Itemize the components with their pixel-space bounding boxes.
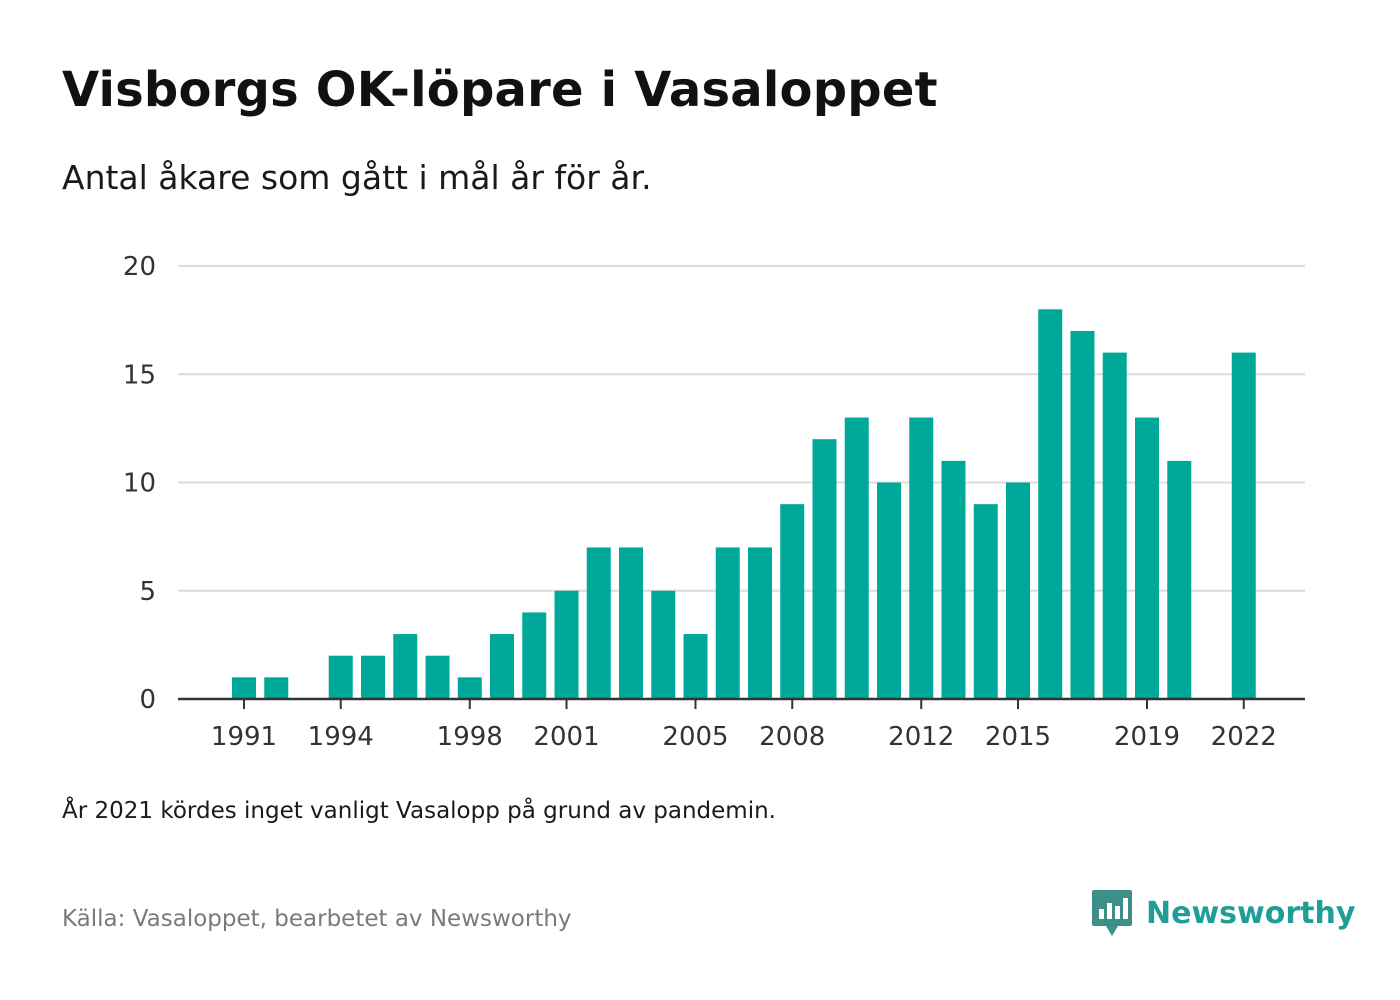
bar <box>877 482 901 699</box>
bar <box>457 677 482 699</box>
x-tick-label: 1998 <box>437 722 503 752</box>
x-tick-label: 2005 <box>662 722 728 752</box>
bar <box>748 547 772 699</box>
bar <box>844 417 869 699</box>
bar <box>780 504 805 699</box>
bar <box>909 417 934 699</box>
bar <box>232 677 256 699</box>
bar <box>1102 352 1127 699</box>
bar <box>361 655 385 699</box>
x-tick-label: 2015 <box>985 722 1051 752</box>
source-text: Källa: Vasaloppet, bearbetet av Newswort… <box>62 906 572 932</box>
chart-note: År 2021 kördes inget vanligt Vasalopp på… <box>62 798 776 824</box>
bar <box>1231 352 1256 699</box>
newsworthy-logo-icon <box>1092 890 1132 936</box>
y-tick-label: 10 <box>123 469 156 499</box>
bar <box>586 547 611 699</box>
bar <box>973 504 998 699</box>
bar <box>619 547 643 699</box>
bar <box>1167 460 1192 699</box>
x-tick-label: 2019 <box>1114 722 1180 752</box>
brand-logo: Newsworthy <box>1090 888 1355 938</box>
y-tick-label: 15 <box>123 360 156 390</box>
bar <box>1038 309 1063 699</box>
brand-name: Newsworthy <box>1146 895 1356 931</box>
bar <box>264 677 289 699</box>
x-tick-label: 2001 <box>533 722 599 752</box>
bar <box>651 590 676 699</box>
bar <box>393 634 418 699</box>
bar <box>1070 330 1095 699</box>
bar <box>328 655 353 699</box>
y-tick-label: 20 <box>123 252 156 282</box>
y-tick-label: 0 <box>139 685 156 715</box>
chart-subtitle: Antal åkare som gått i mål år för år. <box>62 158 652 197</box>
y-tick-label: 5 <box>139 577 156 607</box>
bar <box>812 439 837 699</box>
bar <box>425 655 450 699</box>
bar <box>522 612 547 699</box>
x-tick-label: 1994 <box>308 722 374 752</box>
bar <box>941 460 966 699</box>
x-tick-label: 2008 <box>759 722 825 752</box>
bar <box>715 547 740 699</box>
x-tick-label: 2022 <box>1211 722 1277 752</box>
bar <box>1135 417 1159 699</box>
chart-title: Visborgs OK-löpare i Vasaloppet <box>62 62 938 118</box>
bar <box>683 634 708 699</box>
bar <box>1006 482 1030 699</box>
bar <box>490 634 514 699</box>
x-tick-label: 2012 <box>888 722 954 752</box>
x-tick-label: 1991 <box>211 722 277 752</box>
bar <box>554 590 579 699</box>
